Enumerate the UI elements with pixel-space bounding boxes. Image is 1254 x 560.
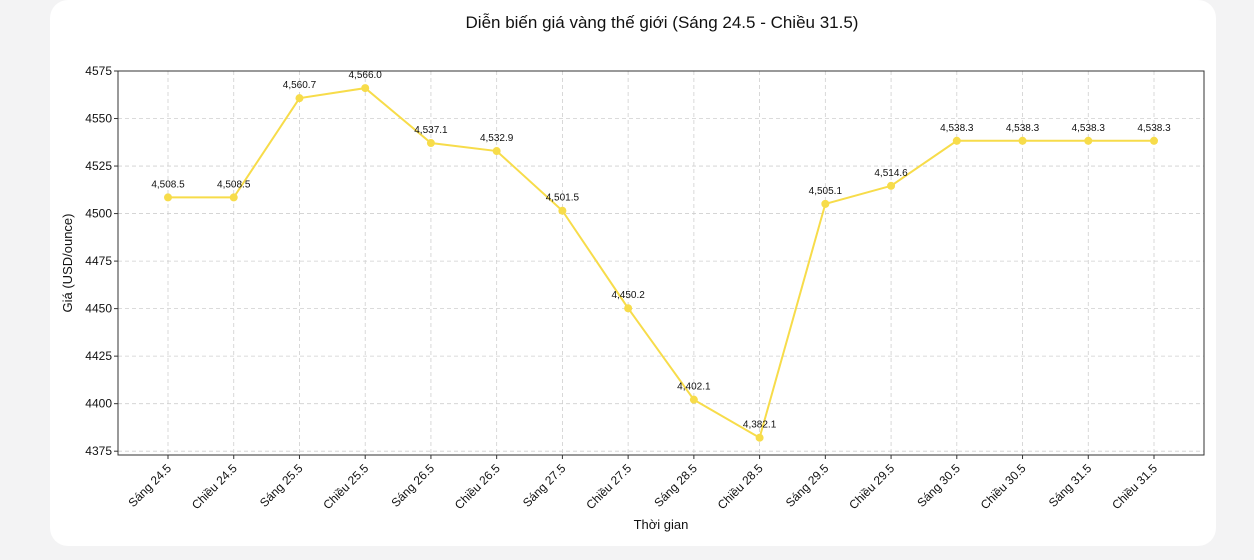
x-tick-label: Sáng 26.5 bbox=[388, 461, 437, 510]
data-point bbox=[426, 139, 435, 148]
x-tick-label: Sáng 24.5 bbox=[126, 461, 175, 510]
data-label: 4,538.3 bbox=[1006, 123, 1040, 134]
data-label: 4,532.9 bbox=[480, 133, 514, 144]
data-point bbox=[887, 181, 896, 190]
grid bbox=[118, 70, 1204, 455]
data-point bbox=[229, 193, 238, 202]
data-label: 4,505.1 bbox=[809, 186, 843, 197]
x-tick-label: Chiều 24.5 bbox=[189, 461, 240, 512]
data-point bbox=[492, 147, 501, 156]
data-label: 4,508.5 bbox=[151, 179, 185, 190]
y-tick-label: 4450 bbox=[85, 302, 112, 316]
y-tick-label: 4550 bbox=[85, 112, 112, 126]
data-label: 4,514.6 bbox=[874, 168, 908, 179]
data-label: 4,560.7 bbox=[283, 80, 317, 91]
x-tick-label: Chiều 29.5 bbox=[846, 461, 897, 512]
plot-frame bbox=[117, 70, 1205, 456]
data-point bbox=[1150, 136, 1158, 145]
y-tick-label: 4375 bbox=[85, 444, 112, 458]
x-tick-label: Chiều 31.5 bbox=[1109, 461, 1160, 512]
data-label: 4,538.3 bbox=[940, 123, 974, 134]
data-label: 4,508.5 bbox=[217, 179, 251, 190]
data-points bbox=[164, 84, 1158, 442]
x-tick-label: Sáng 29.5 bbox=[783, 461, 832, 510]
data-label: 4,450.2 bbox=[611, 290, 645, 301]
data-label: 4,538.3 bbox=[1072, 123, 1106, 134]
data-point bbox=[821, 199, 830, 208]
x-tick-label: Chiều 28.5 bbox=[715, 461, 766, 512]
series-line bbox=[168, 87, 1154, 440]
data-point bbox=[1084, 136, 1093, 145]
y-tick-label: 4500 bbox=[85, 207, 112, 221]
data-point bbox=[295, 94, 304, 103]
x-tick-label: Sáng 28.5 bbox=[651, 461, 700, 510]
data-point bbox=[689, 395, 698, 404]
y-axis-label: Giá (USD/ounce) bbox=[60, 214, 75, 313]
data-label: 4,537.1 bbox=[414, 125, 448, 136]
x-tick-label: Chiều 25.5 bbox=[320, 461, 371, 512]
y-tick-label: 4425 bbox=[85, 349, 112, 363]
data-point bbox=[361, 84, 370, 93]
x-axis-ticks: Sáng 24.5 Chiều 24.5 Sáng 25.5 Chiều 25.5 Sá… bbox=[126, 455, 1160, 512]
y-tick-label: 4575 bbox=[85, 64, 112, 78]
x-axis-label: Thời gian bbox=[634, 517, 689, 532]
data-point bbox=[755, 433, 764, 442]
y-axis-ticks: 4375 4400 4425 4450 4475 4500 4525 4550 4575 bbox=[85, 64, 118, 458]
x-tick-label: Sáng 30.5 bbox=[914, 461, 963, 510]
data-label: 4,402.1 bbox=[677, 382, 711, 393]
y-tick-label: 4525 bbox=[85, 159, 112, 173]
chart-title: Diễn biến giá vàng thế giới (Sáng 24.5 -… bbox=[466, 13, 859, 32]
x-tick-label: Chiều 26.5 bbox=[452, 461, 503, 512]
data-point bbox=[952, 136, 961, 145]
data-point bbox=[624, 304, 633, 313]
x-tick-label: Chiều 27.5 bbox=[583, 461, 634, 512]
data-label: 4,382.1 bbox=[743, 420, 777, 431]
data-point bbox=[558, 206, 567, 215]
data-labels: 4,508.5 4,508.5 4,560.7 4,566.0 4,537.1 4,532… bbox=[151, 70, 1171, 431]
data-label: 4,538.3 bbox=[1137, 123, 1171, 134]
x-tick-label: Sáng 25.5 bbox=[257, 461, 306, 510]
data-label: 4,566.0 bbox=[349, 70, 383, 81]
x-tick-label: Sáng 31.5 bbox=[1046, 461, 1095, 510]
x-tick-label: Sáng 27.5 bbox=[520, 461, 569, 510]
data-point bbox=[1018, 136, 1027, 145]
y-tick-label: 4475 bbox=[85, 254, 112, 268]
x-tick-label: Chiều 30.5 bbox=[978, 461, 1029, 512]
data-point bbox=[164, 193, 172, 202]
y-tick-label: 4400 bbox=[85, 397, 112, 411]
data-label: 4,501.5 bbox=[546, 193, 580, 204]
